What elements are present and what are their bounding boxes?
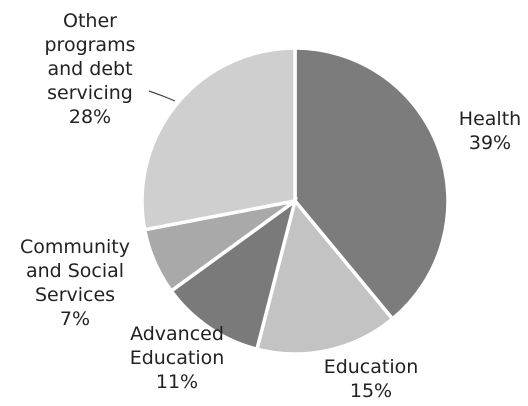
- slice-label-line: Advanced: [130, 323, 224, 345]
- slice-label-advanced-education: Advanced Education 11%: [130, 323, 225, 393]
- pie-slice-advanced-education: [168, 196, 298, 352]
- slice-label-line: 28%: [69, 106, 111, 128]
- slice-label-line: Services: [35, 284, 115, 306]
- pie-slice-health: [293, 46, 450, 322]
- slice-label-line: servicing: [47, 82, 133, 104]
- slice-label-line: and Social: [26, 260, 124, 282]
- slice-label-other-programs-and-debt-servicing: Other programs and debt servicing 28%: [44, 10, 135, 128]
- pie-slice-education: [254, 197, 395, 356]
- slice-label-health: Health 39%: [459, 108, 521, 154]
- slice-label-line: 7%: [60, 308, 90, 330]
- slice-label-line: Education: [130, 347, 225, 369]
- slice-label-line: Education: [324, 356, 419, 378]
- slice-label-community-and-social-services: Community and Social Services 7%: [20, 236, 130, 330]
- slice-label-line: and debt: [47, 58, 132, 80]
- slice-label-education: Education 15%: [324, 356, 419, 402]
- slice-label-line: Other: [63, 10, 117, 32]
- pie-slice-other-programs-and-debt-servicing: [140, 46, 297, 232]
- slice-label-line: Health: [459, 108, 521, 130]
- slice-label-line: programs: [44, 34, 135, 56]
- slice-label-line: 15%: [350, 380, 392, 402]
- slice-label-line: 11%: [156, 371, 198, 393]
- slice-label-line: Community: [20, 236, 130, 258]
- slice-label-line: 39%: [469, 132, 511, 154]
- leader-line-other-programs: [148, 90, 176, 102]
